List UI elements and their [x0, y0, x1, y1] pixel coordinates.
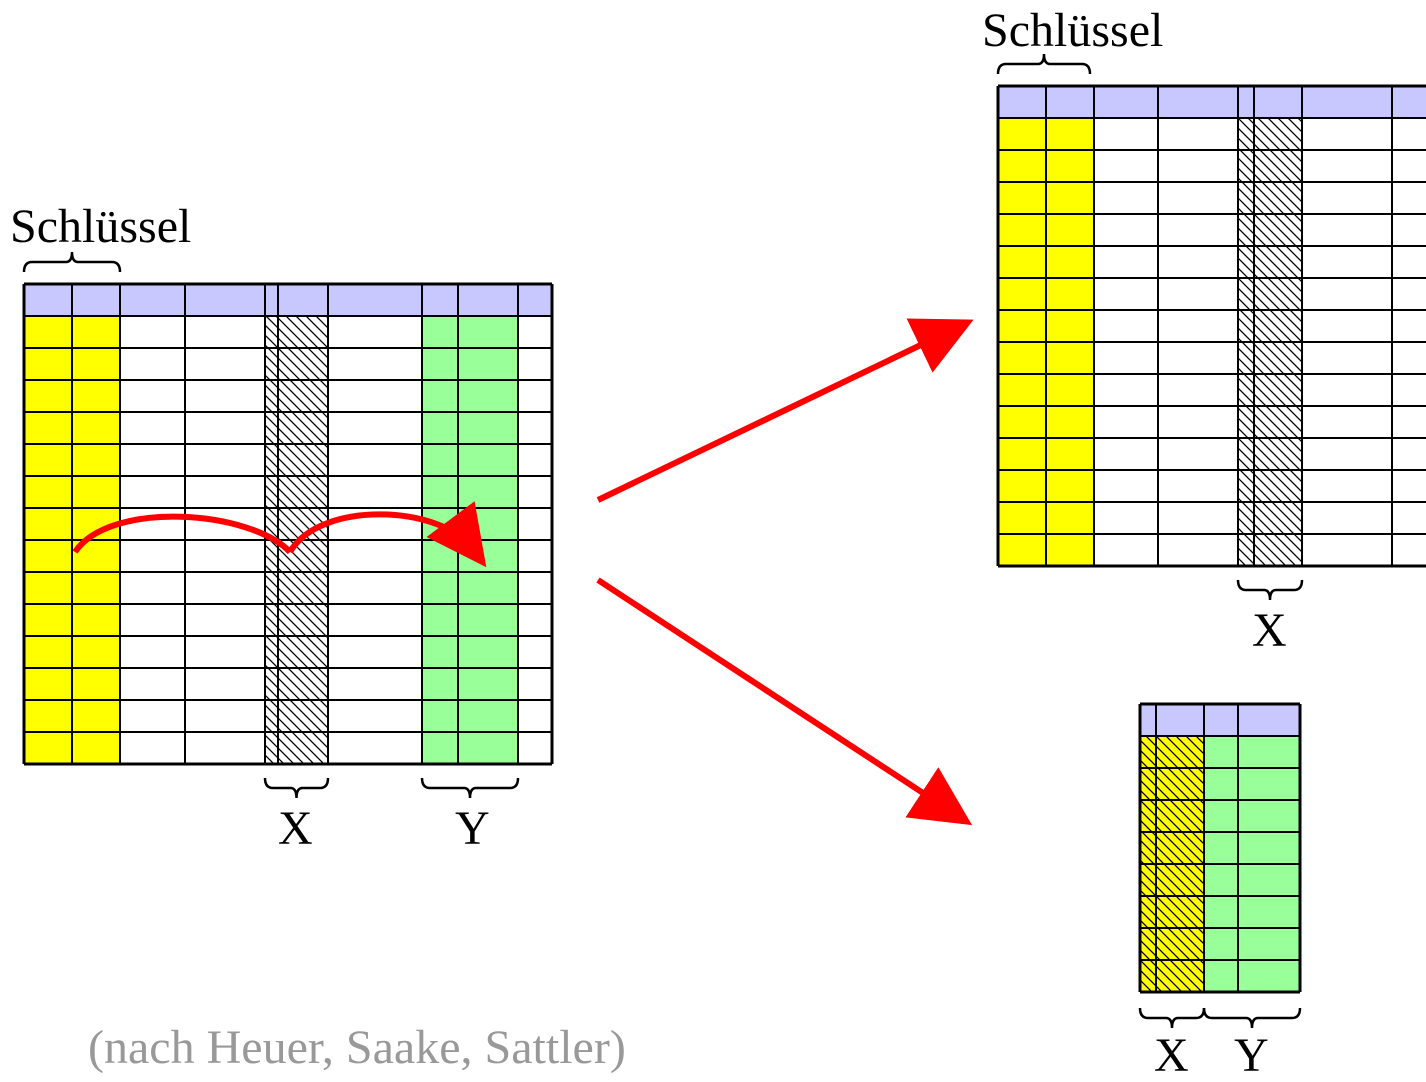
- dependency-arrow-key-to-x: [72, 513, 293, 555]
- dependency-arrow-x-to-y: [287, 501, 487, 568]
- small-y-brace: [1202, 1007, 1302, 1029]
- small-header-row: [1140, 704, 1300, 736]
- left-key-brace: [22, 251, 122, 273]
- right-table: [996, 84, 1426, 568]
- small-table: [1138, 702, 1302, 994]
- small-x-label: X: [1154, 1029, 1189, 1082]
- right-key-brace: [996, 53, 1092, 75]
- right-x-brace: [1236, 579, 1304, 601]
- braces: [22, 53, 1304, 1029]
- small-x-brace: [1138, 1007, 1206, 1029]
- left-key-label: Schlüssel: [10, 200, 192, 253]
- left-x-brace: [263, 777, 330, 799]
- right-key-label: Schlüssel: [982, 4, 1164, 57]
- right-header-row: [998, 86, 1426, 118]
- left-y-label: Y: [455, 802, 490, 855]
- left-table: [22, 282, 554, 766]
- left-y-brace: [420, 777, 520, 799]
- source-citation: (nach Heuer, Saake, Sattler): [88, 1021, 626, 1074]
- left-x-label: X: [278, 802, 313, 855]
- left-header-row: [24, 284, 552, 316]
- decomposition-arrow-upper: [596, 318, 974, 503]
- small-y-label: Y: [1234, 1029, 1269, 1082]
- decomposition-arrow-lower: [596, 577, 973, 826]
- right-x-label: X: [1252, 604, 1287, 657]
